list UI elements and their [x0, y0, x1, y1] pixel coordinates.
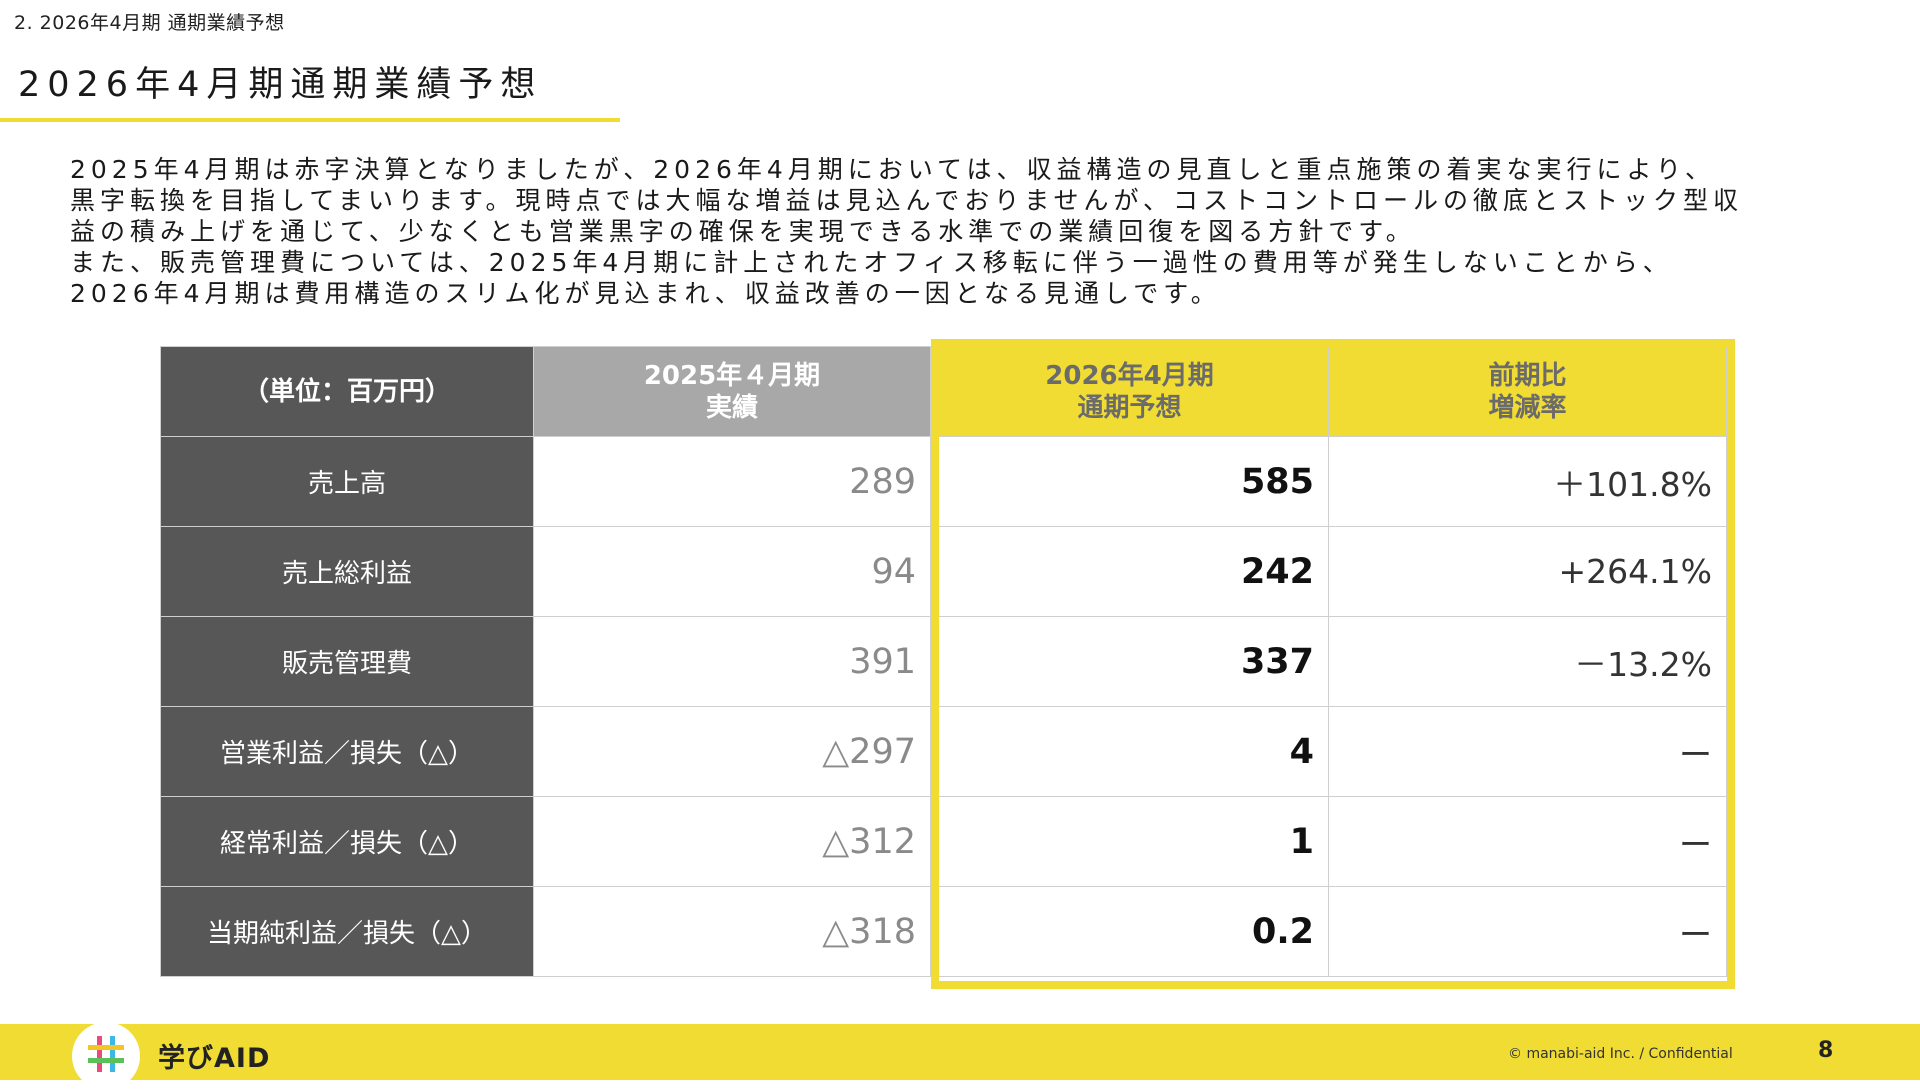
row-label: 売上総利益: [160, 526, 534, 617]
yoy-value: ー: [1328, 706, 1727, 797]
forecast-header-line1: 2026年4月期: [1045, 360, 1214, 391]
table-row: 売上総利益 94 242 +264.1%: [160, 526, 1727, 617]
prev-year-header-line2: 実績: [705, 392, 758, 423]
yoy-value: ＋101.8%: [1328, 436, 1727, 527]
prev-value: 289: [533, 436, 931, 527]
forecast-value: 242: [930, 526, 1329, 617]
table-header-row: （単位：百万円） 2025年４月期 実績 2026年4月期 通期予想 前期比 増…: [160, 346, 1727, 437]
intro-line: また、販売管理費については、2025年4月期に計上されたオフィス移転に伴う一過性…: [70, 248, 1673, 277]
table-row: 販売管理費 391 337 －13.2%: [160, 616, 1727, 707]
unit-header-text: （単位：百万円）: [242, 376, 451, 407]
forecast-header-line2: 通期予想: [1077, 392, 1182, 423]
yoy-header-line2: 増減率: [1488, 392, 1567, 423]
intro-paragraph: 2025年4月期は赤字決算となりましたが、2026年4月期においては、収益構造の…: [70, 154, 1870, 309]
row-label: 売上高: [160, 436, 534, 527]
yoy-header-line1: 前期比: [1488, 360, 1567, 391]
prev-value: 94: [533, 526, 931, 617]
prev-value: △297: [533, 706, 931, 797]
intro-line: 黒字転換を目指してまいります。現時点では大幅な増益は見込んでおりませんが、コスト…: [70, 186, 1744, 215]
row-label: 販売管理費: [160, 616, 534, 707]
yoy-value: ー: [1328, 886, 1727, 977]
prev-value: 391: [533, 616, 931, 707]
prev-value: △312: [533, 796, 931, 887]
table-row: 当期純利益／損失（△） △318 0.2 ー: [160, 886, 1727, 977]
logo-badge: [72, 1022, 140, 1090]
title-underline: [0, 118, 620, 122]
table-row: 売上高 289 585 ＋101.8%: [160, 436, 1727, 527]
page-number: 8: [1818, 1038, 1834, 1063]
prev-value: △318: [533, 886, 931, 977]
footer-bar: [0, 1024, 1920, 1080]
forecast-value: 1: [930, 796, 1329, 887]
copyright-text: © manabi-aid Inc. / Confidential: [1508, 1046, 1733, 1062]
forecast-value: 4: [930, 706, 1329, 797]
table-row: 営業利益／損失（△） △297 4 ー: [160, 706, 1727, 797]
logo-text: 学びAID: [158, 1043, 271, 1074]
intro-line: 2026年4月期は費用構造のスリム化が見込まれ、収益改善の一因となる見通しです。: [70, 279, 1221, 308]
row-label: 経常利益／損失（△）: [160, 796, 534, 887]
row-label: 営業利益／損失（△）: [160, 706, 534, 797]
forecast-table: （単位：百万円） 2025年４月期 実績 2026年4月期 通期予想 前期比 増…: [160, 346, 1727, 977]
prev-year-header: 2025年４月期 実績: [533, 346, 931, 437]
page-title: 2026年4月期通期業績予想: [18, 65, 543, 105]
intro-line: 2025年4月期は赤字決算となりましたが、2026年4月期においては、収益構造の…: [70, 155, 1716, 184]
forecast-header: 2026年4月期 通期予想: [930, 346, 1329, 437]
yoy-value: －13.2%: [1328, 616, 1727, 707]
forecast-value: 337: [930, 616, 1329, 707]
row-label: 当期純利益／損失（△）: [160, 886, 534, 977]
logo-mark-icon: [88, 1036, 124, 1072]
yoy-header: 前期比 増減率: [1328, 346, 1727, 437]
section-label: 2. 2026年4月期 通期業績予想: [14, 12, 285, 34]
intro-line: 益の積み上げを通じて、少なくとも営業黒字の確保を実現できる水準での業績回復を図る…: [70, 217, 1416, 246]
table-row: 経常利益／損失（△） △312 1 ー: [160, 796, 1727, 887]
prev-year-header-line1: 2025年４月期: [643, 360, 821, 391]
forecast-value: 0.2: [930, 886, 1329, 977]
yoy-value: ー: [1328, 796, 1727, 887]
unit-header: （単位：百万円）: [160, 346, 534, 437]
yoy-value: +264.1%: [1328, 526, 1727, 617]
forecast-value: 585: [930, 436, 1329, 527]
